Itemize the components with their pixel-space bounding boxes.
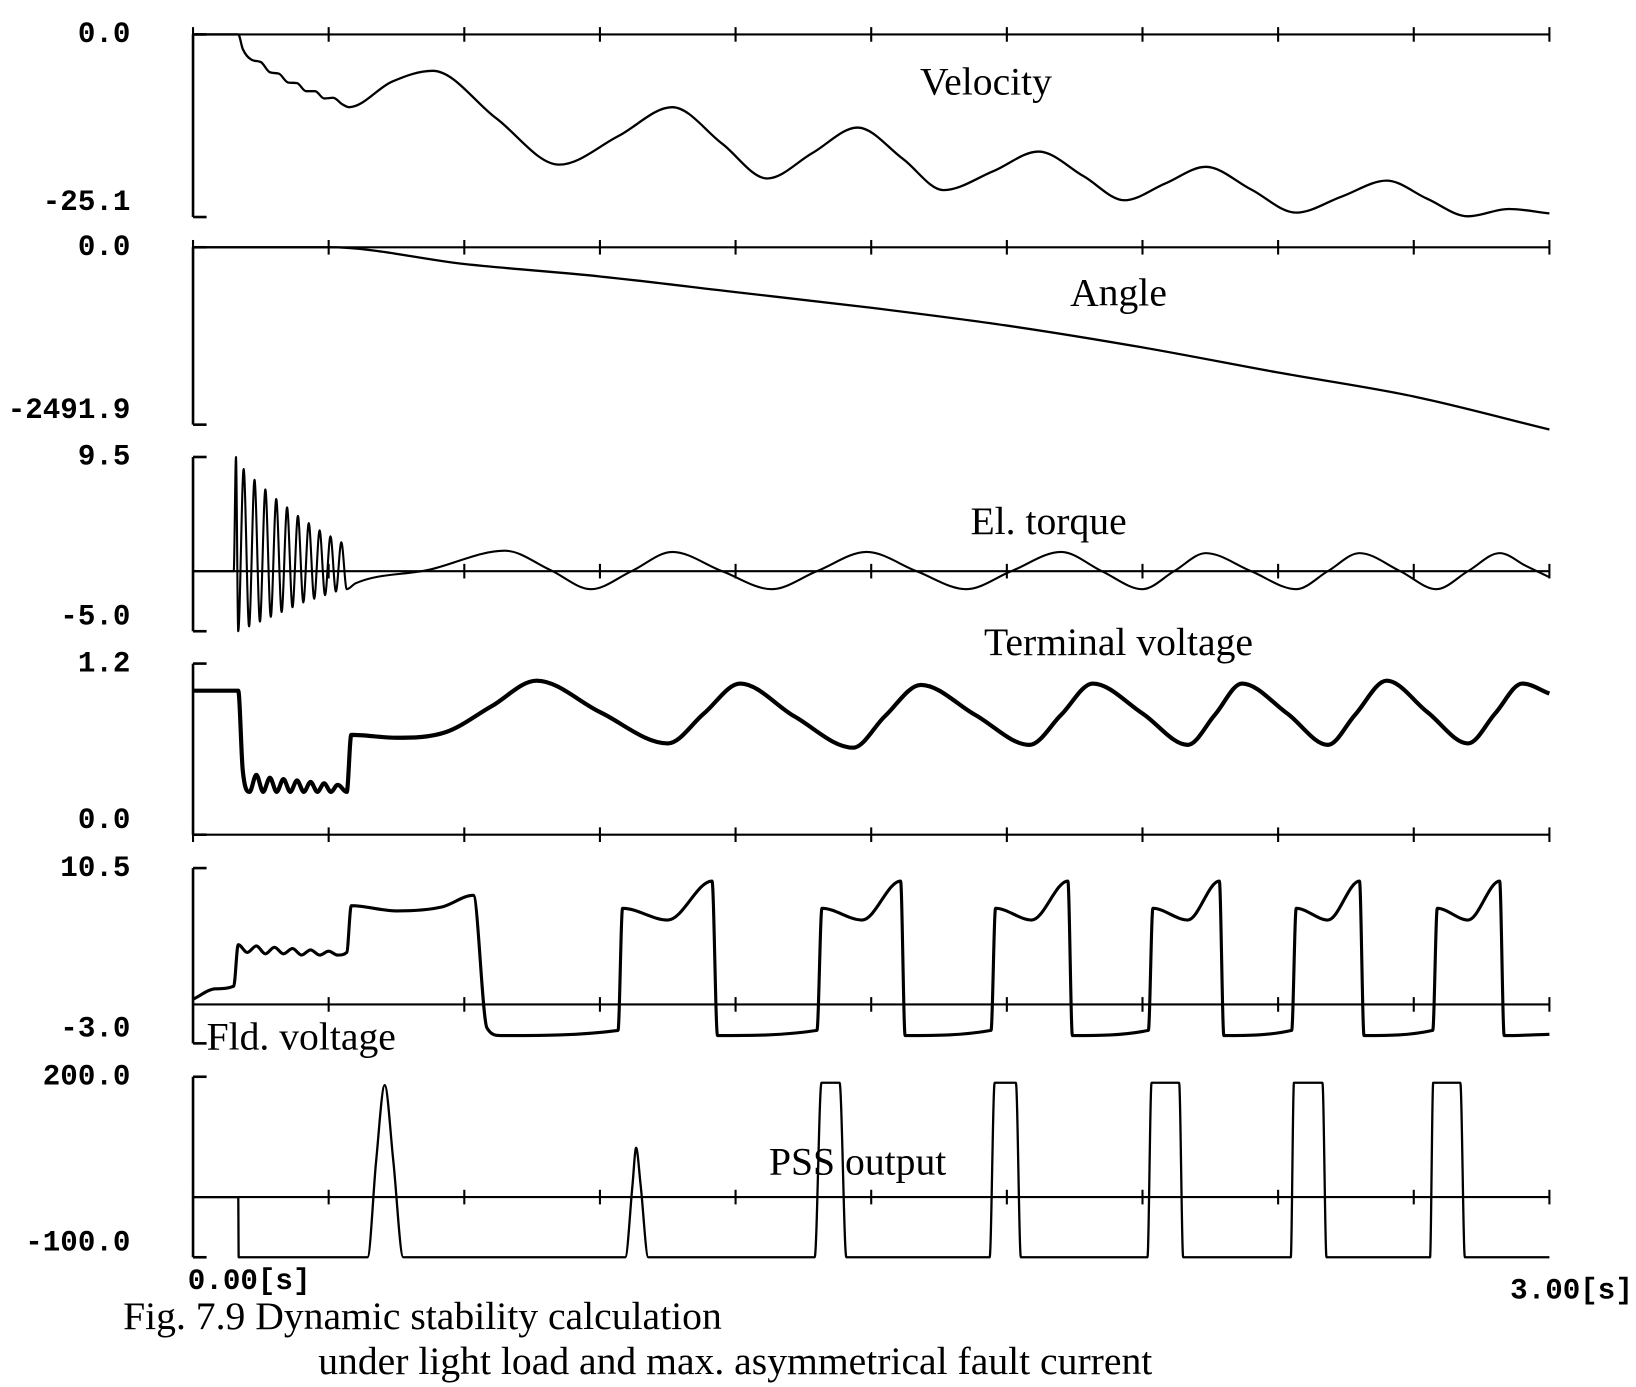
- series-label: Fld. voltage: [207, 1014, 396, 1058]
- x-tick-label: 3.00[s]: [1510, 1274, 1633, 1307]
- y-tick-label: -100.0: [25, 1226, 130, 1259]
- caption-line: under light load and max. asymmetrical f…: [318, 1339, 1152, 1383]
- data-line: [193, 678, 1551, 795]
- caption-line: Fig. 7.9 Dynamic stability calculation: [123, 1294, 722, 1338]
- series-label: El. torque: [970, 499, 1126, 543]
- y-tick-label: 0.0: [78, 804, 131, 837]
- series-label: Terminal voltage: [984, 620, 1253, 664]
- series-label: Angle: [1070, 270, 1167, 314]
- data-line: [193, 1081, 1550, 1259]
- data-line: [192, 879, 1550, 1038]
- y-tick-label: -25.1: [43, 186, 131, 219]
- series-label: Velocity: [920, 60, 1052, 104]
- y-tick-label: -2491.9: [8, 394, 131, 427]
- series-label: PSS output: [769, 1140, 946, 1184]
- x-tick-label: 0.00[s]: [188, 1265, 311, 1298]
- figure: Fig. 7.9 Dynamic stability calculation u…: [8, 18, 1633, 1383]
- data-line: [193, 455, 1550, 633]
- y-tick-label: 0.0: [78, 231, 131, 264]
- y-tick-label: 200.0: [43, 1060, 131, 1093]
- y-tick-label: 9.5: [78, 441, 131, 474]
- data-line: [193, 33, 1550, 218]
- y-tick-label: -5.0: [60, 600, 130, 633]
- y-tick-label: 1.2: [78, 647, 131, 680]
- y-tick-label: 0.0: [78, 18, 131, 51]
- y-tick-label: -3.0: [60, 1012, 130, 1045]
- data-line: [193, 246, 1550, 431]
- y-tick-label: 10.5: [60, 852, 130, 885]
